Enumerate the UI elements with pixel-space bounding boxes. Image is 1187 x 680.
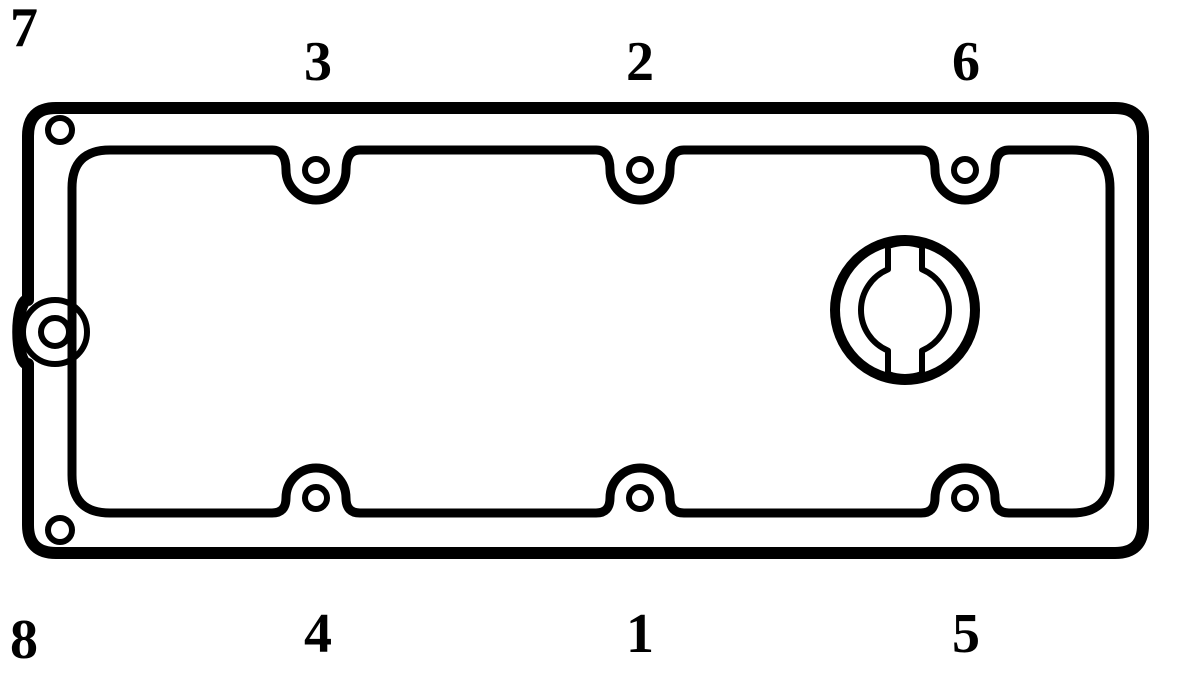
sequence-label-4: 4 bbox=[304, 603, 332, 665]
oil-filler-port bbox=[835, 240, 975, 380]
sequence-label-6: 6 bbox=[952, 31, 980, 93]
bolt-hole-2 bbox=[629, 159, 651, 181]
bolt-hole-8 bbox=[48, 518, 72, 542]
bolt-hole-6 bbox=[954, 159, 976, 181]
sequence-label-2: 2 bbox=[626, 31, 654, 93]
bolt-hole-5 bbox=[954, 487, 976, 509]
left-side-boss-inner bbox=[41, 318, 69, 346]
sequence-label-7: 7 bbox=[10, 0, 38, 59]
gasket-outline bbox=[72, 150, 1110, 513]
left-side-boss-outer bbox=[23, 300, 87, 364]
bolt-hole-3 bbox=[305, 159, 327, 181]
sequence-label-1: 1 bbox=[626, 603, 654, 665]
sequence-label-3: 3 bbox=[304, 31, 332, 93]
oil-filler-cap-key bbox=[861, 243, 949, 377]
sequence-label-8: 8 bbox=[10, 609, 38, 671]
bolt-hole-1 bbox=[629, 487, 651, 509]
sequence-label-5: 5 bbox=[952, 603, 980, 665]
bolt-hole-7 bbox=[48, 118, 72, 142]
bolt-hole-4 bbox=[305, 487, 327, 509]
